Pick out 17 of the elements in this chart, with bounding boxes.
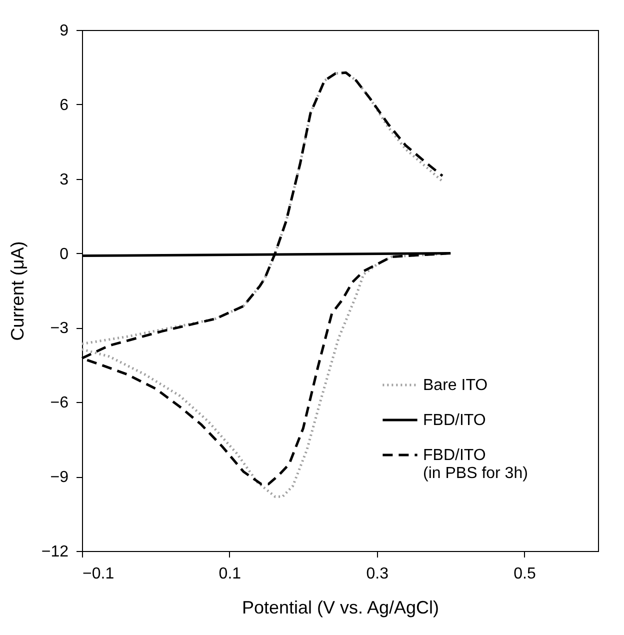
x-tick-label: 0.5 xyxy=(514,566,536,582)
y-tick-label: −12 xyxy=(41,544,69,560)
y-tick-label: −9 xyxy=(50,469,69,486)
legend-label: Bare ITO xyxy=(423,377,488,394)
y-tick-label: −3 xyxy=(50,320,69,338)
x-tick-label: −0.1 xyxy=(82,566,114,582)
x-tick-label: 0.1 xyxy=(218,566,242,582)
y-tick-label: 6 xyxy=(60,96,69,114)
legend-label: FBD/ITO (in PBS for 3h) xyxy=(423,447,528,482)
y-tick-label: −6 xyxy=(50,394,69,412)
y-tick-label: 9 xyxy=(60,22,69,40)
y-axis-title: Current (μA) xyxy=(7,241,28,341)
y-tick-label: 0 xyxy=(60,246,69,263)
y-tick-label: 3 xyxy=(60,171,69,188)
x-tick-label: 0.3 xyxy=(366,566,389,582)
x-axis-title: Potential (V vs. Ag/AgCl) xyxy=(242,598,440,618)
legend-label: FBD/ITO xyxy=(423,412,486,429)
